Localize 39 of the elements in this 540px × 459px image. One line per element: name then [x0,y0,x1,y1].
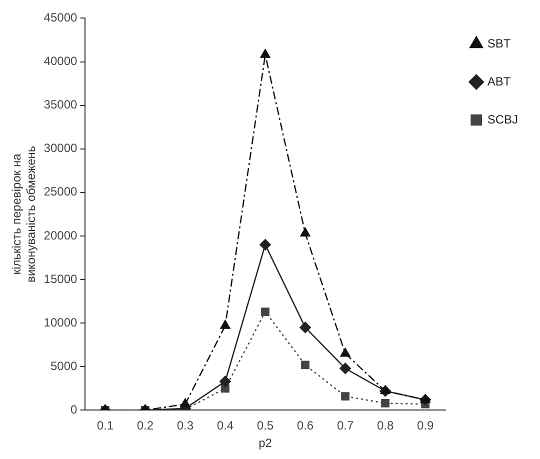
point [380,385,390,394]
x-tick-label: 0.2 [136,418,154,433]
legend-label: ABT [487,74,512,88]
legend-label: SCBJ [487,112,518,126]
point [261,308,270,316]
point [420,394,430,403]
y-tick-label: 25000 [44,184,78,199]
point [341,392,350,400]
point [300,322,311,334]
y-tick-label: 20000 [44,228,78,242]
x-axis-title: p2 [258,436,272,450]
y-axis-title: кількість перевірок на виконуваність обмежень [10,146,38,283]
y-tick-label: 15000 [44,272,78,286]
x-tick-label: 0.3 [176,418,194,433]
y-tick-label: 5000 [50,358,78,373]
point [260,49,270,58]
x-tick-label: 0.7 [336,418,354,433]
y-tick-label: 45000 [44,10,78,25]
y-tick-label: 35000 [44,98,78,112]
y-tick-label: 30000 [44,141,78,156]
y-tick-label: 40000 [44,54,78,68]
point [301,360,310,370]
y-tick-label: 0 [70,402,78,417]
point [220,320,230,329]
x-tick-label: 0.6 [296,418,314,433]
x-tick-label: 0.4 [216,418,234,433]
point [300,228,310,237]
point [220,376,231,388]
legend-label: SBT [487,36,512,50]
point [340,362,351,374]
x-tick-label: 0.5 [256,418,274,433]
point [381,399,390,408]
point [260,239,271,250]
y-tick-label: 10000 [44,315,78,330]
x-tick-label: 0.8 [376,418,394,433]
x-tick-label: 0.9 [416,418,434,433]
point [340,348,350,357]
point [180,398,190,408]
x-tick-label: 0.1 [96,418,114,433]
